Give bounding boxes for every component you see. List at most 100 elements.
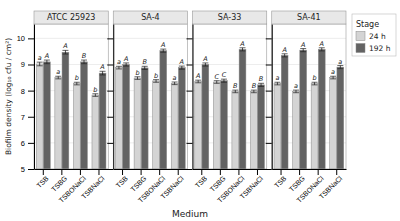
letters: aabaAAAa [275,40,342,90]
strip-background [113,11,187,24]
bar [293,91,300,169]
x-axis-title: Medium [172,209,208,219]
facet-strip: ATCC 25923 [34,11,108,24]
error-bar-cap [100,74,106,75]
group-letter: B [82,52,87,60]
tick-mark [187,169,193,170]
tick: TSBG [288,169,306,193]
tick-mark [28,38,34,39]
group-letter: A [195,72,200,80]
group-letter: b [75,74,79,82]
y-axis-title: Biofilm density (log₁₀ cfu / cm²) [4,38,13,155]
group-letter: A [44,52,49,60]
error-bar-cap [134,79,140,80]
tick-label: TSBNaCl [80,174,106,200]
bar [116,68,123,169]
tick [266,64,272,65]
panel-frame [113,24,187,169]
letters: aabbAABA [38,42,105,93]
tick [107,91,113,92]
error-bar [240,48,246,51]
tick-mark [107,143,113,144]
tick-label: TSB [194,174,209,189]
group-letter: B [259,75,264,83]
grid-line [34,38,108,39]
bar-series [123,49,185,169]
marks [195,48,265,169]
bar [213,82,220,169]
error-bar-stem [58,76,59,79]
grid [113,38,187,169]
tick: 5 [21,165,34,174]
error-bar [123,63,129,66]
bar [141,68,148,169]
error-bar-stem [314,82,315,85]
bar [239,49,246,169]
error-bar [62,50,68,54]
bar [330,78,337,169]
bar [81,62,88,169]
tick-mark [28,117,34,118]
tick: TSBG [129,169,147,193]
group-letter: a [38,54,42,62]
axis-line [272,169,346,170]
tick: TSB [273,169,288,189]
facet-title: SA-41 [297,13,321,22]
tick-label: 8 [21,87,25,96]
error-bar-stem [223,79,224,82]
error-bar [74,82,80,85]
tick: TSBNaCl [159,169,185,200]
grid-line [193,38,267,39]
letters: ACBBACAB [195,40,264,90]
grid [34,38,108,169]
error-bar [330,76,336,79]
facet-strip: SA-41 [272,11,346,24]
error-bar [221,79,227,82]
error-bar-stem [65,50,66,54]
strip-background [34,11,108,24]
tick [266,91,272,92]
tick [266,169,272,170]
facet-panel: aabbAABA5678910TSBTSBGTSBONaClTSBNaClATC… [17,11,109,204]
group-letter: A [99,63,104,71]
tick-label: TSBONaCl [295,174,325,204]
error-bar [160,49,166,52]
error-bar [258,83,264,86]
y-axis [266,25,273,170]
error-bar-cap [92,96,98,97]
bar-series [43,50,105,169]
error-bar [293,90,299,93]
bar [160,51,167,169]
error-bar-cap [74,84,80,85]
tick-mark [257,169,258,175]
error-bar [319,48,325,51]
tick: TSBNaCl [80,169,106,200]
x-axis: TSBTSBGTSBONaClTSBNaCl [35,169,109,204]
group-letter: b [312,74,316,82]
group-letter: a [56,68,60,76]
error-bar-cap [202,66,208,67]
tick-mark [187,64,193,65]
error-bar-stem [46,60,47,64]
bar [134,78,141,169]
grid-line [113,38,187,39]
grid-line [272,38,346,39]
tick-mark [238,169,239,175]
error-bar-cap [55,78,61,79]
bar-series [281,48,343,169]
bar [123,64,130,169]
error-bar-cap [240,50,246,51]
tick-mark [141,169,142,175]
tick: TSBG [50,169,68,193]
tick-mark [318,169,319,175]
axis-line [114,169,188,170]
tick-mark [187,117,193,118]
tick-mark [107,169,113,170]
axis-line [34,25,35,170]
legend-item: 24 h [356,32,386,41]
tick-mark [187,143,193,144]
error-bar-stem [235,90,236,93]
group-letter: A [62,42,67,50]
error-bar [44,60,50,64]
error-bar-cap [293,92,299,93]
